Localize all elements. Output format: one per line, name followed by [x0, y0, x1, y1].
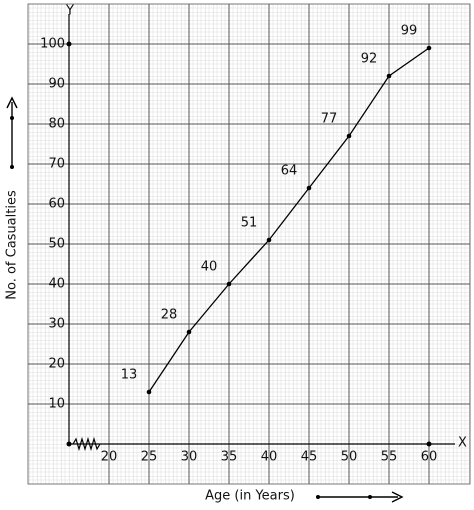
point: [226, 281, 232, 287]
x-tick-label: 60: [421, 450, 438, 465]
y-tick-label: 70: [48, 157, 65, 172]
point: [266, 237, 272, 243]
y-tick-label: 50: [48, 237, 65, 252]
value-label: 92: [361, 52, 378, 67]
line: [148, 47, 430, 393]
y-arrow: [6, 96, 18, 169]
axis-dot: [426, 441, 432, 447]
value-label: 64: [281, 164, 298, 179]
value-label: 99: [401, 24, 418, 39]
x-tick-label: 25: [141, 450, 158, 465]
value-label: 28: [161, 308, 178, 323]
axis-dot: [66, 41, 72, 47]
grid: [28, 4, 470, 484]
x-axis-label: Age (in Years): [205, 489, 295, 504]
point: [426, 45, 432, 51]
point: [346, 133, 352, 139]
origin-dot: [66, 441, 72, 447]
y-tick-label: 10: [48, 397, 65, 412]
x-tick-label: 45: [301, 450, 318, 465]
y-tick-label: 40: [48, 277, 65, 292]
value-label: 77: [321, 112, 338, 127]
point: [306, 185, 312, 191]
x-tick-label: 50: [341, 450, 358, 465]
y-axis-label: No. of Casualties: [5, 190, 20, 300]
point: [186, 329, 192, 335]
y-tick-label: 20: [48, 357, 65, 372]
axis-break: [72, 436, 101, 452]
x-tick-label: 35: [221, 450, 238, 465]
y-tick-label: 30: [48, 317, 65, 332]
x-axis-name: X: [458, 436, 467, 451]
y-axis-name: Y: [65, 4, 74, 19]
y-tick-label: 60: [48, 197, 65, 212]
y-tick-label: 90: [48, 77, 65, 92]
value-label: 40: [201, 260, 218, 275]
x-tick-label: 30: [181, 450, 198, 465]
x-tick-label: 40: [261, 450, 278, 465]
y-tick-label: 80: [48, 117, 65, 132]
x-tick-label: 20: [101, 450, 118, 465]
y-tick-label: 100: [40, 37, 65, 52]
point: [146, 389, 152, 395]
point: [386, 73, 392, 79]
value-label: 13: [121, 368, 138, 383]
x-tick-label: 55: [381, 450, 398, 465]
value-label: 51: [241, 216, 258, 231]
x-arrow: [316, 491, 404, 503]
